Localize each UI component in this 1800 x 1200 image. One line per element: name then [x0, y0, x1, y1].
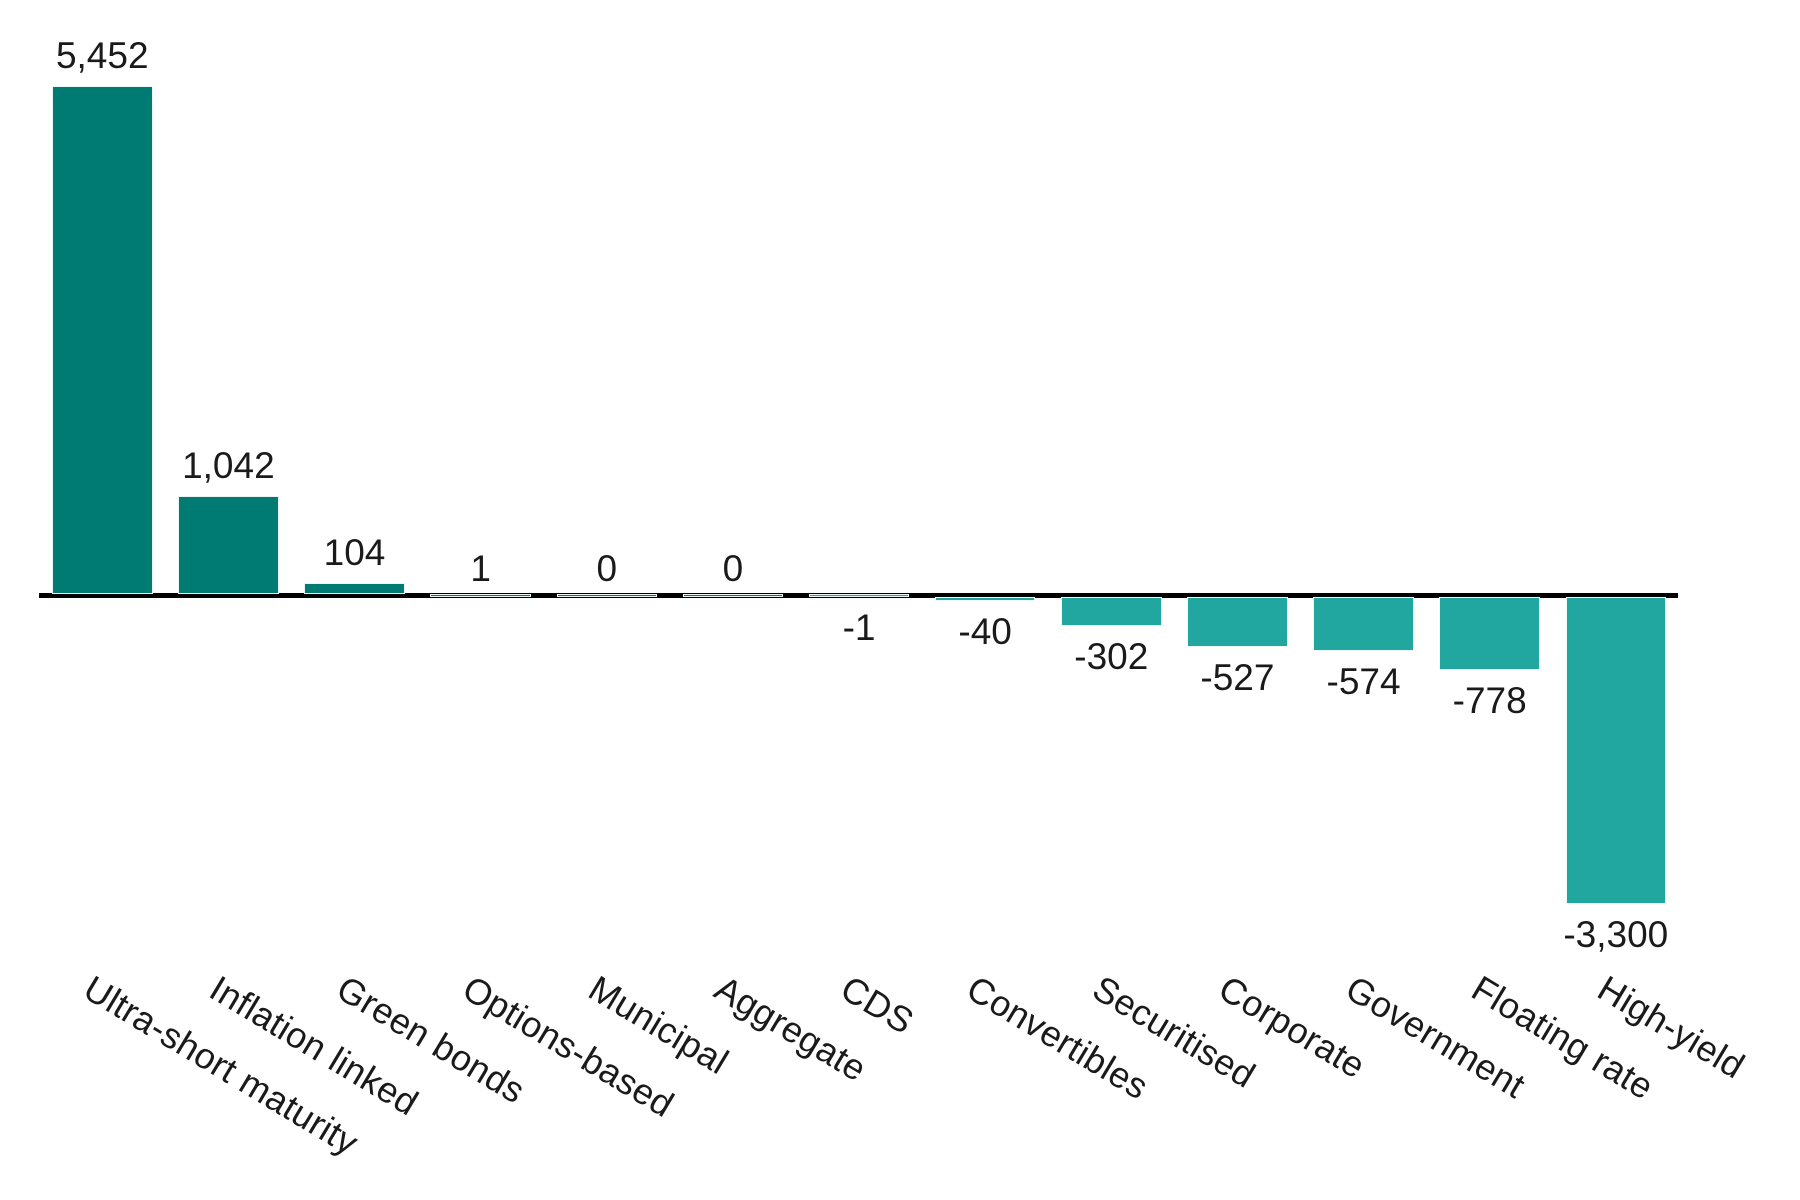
- bar-green-bonds: [304, 583, 405, 594]
- value-label-high-yield: -3,300: [1563, 914, 1669, 956]
- value-label-government: -574: [1326, 660, 1401, 702]
- value-label-convertibles: -40: [958, 611, 1012, 653]
- bar-options-based: [430, 594, 531, 597]
- bar-municipal: [556, 594, 658, 597]
- value-label-options-based: 1: [470, 548, 491, 589]
- value-label-aggregate: 0: [722, 548, 744, 589]
- bar-ultra-short-maturity: [52, 86, 153, 594]
- value-label-floating-rate: -778: [1452, 679, 1527, 721]
- value-label-ultra-short-maturity: 5,452: [55, 35, 149, 76]
- value-label-municipal: 0: [596, 548, 618, 589]
- value-label-green-bonds: 104: [323, 532, 386, 574]
- value-label-corporate: -527: [1200, 656, 1275, 698]
- bar-cds: [808, 594, 910, 597]
- bar-convertibles: [934, 596, 1036, 602]
- value-label-cds: -1: [842, 606, 876, 648]
- value-label-securitised: -302: [1074, 635, 1149, 677]
- bar-aggregate: [682, 594, 784, 597]
- category-label-cds: CDS: [833, 967, 921, 1043]
- bar-government: [1313, 596, 1414, 651]
- bar-high-yield: [1565, 596, 1667, 905]
- value-label-inflation-linked: 1,042: [182, 445, 275, 487]
- bar-securitised: [1061, 596, 1162, 626]
- bar-corporate: [1187, 596, 1288, 647]
- bar-inflation-linked: [178, 496, 279, 594]
- bar-floating-rate: [1439, 596, 1540, 670]
